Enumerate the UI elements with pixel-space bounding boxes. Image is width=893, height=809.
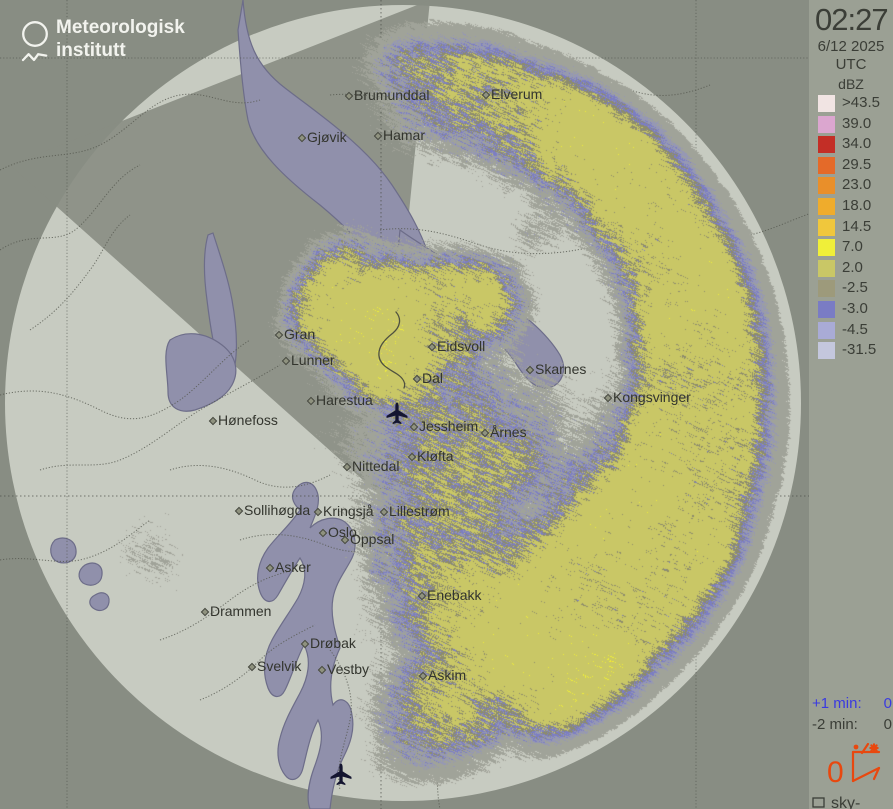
svg-text:0: 0: [827, 756, 844, 789]
